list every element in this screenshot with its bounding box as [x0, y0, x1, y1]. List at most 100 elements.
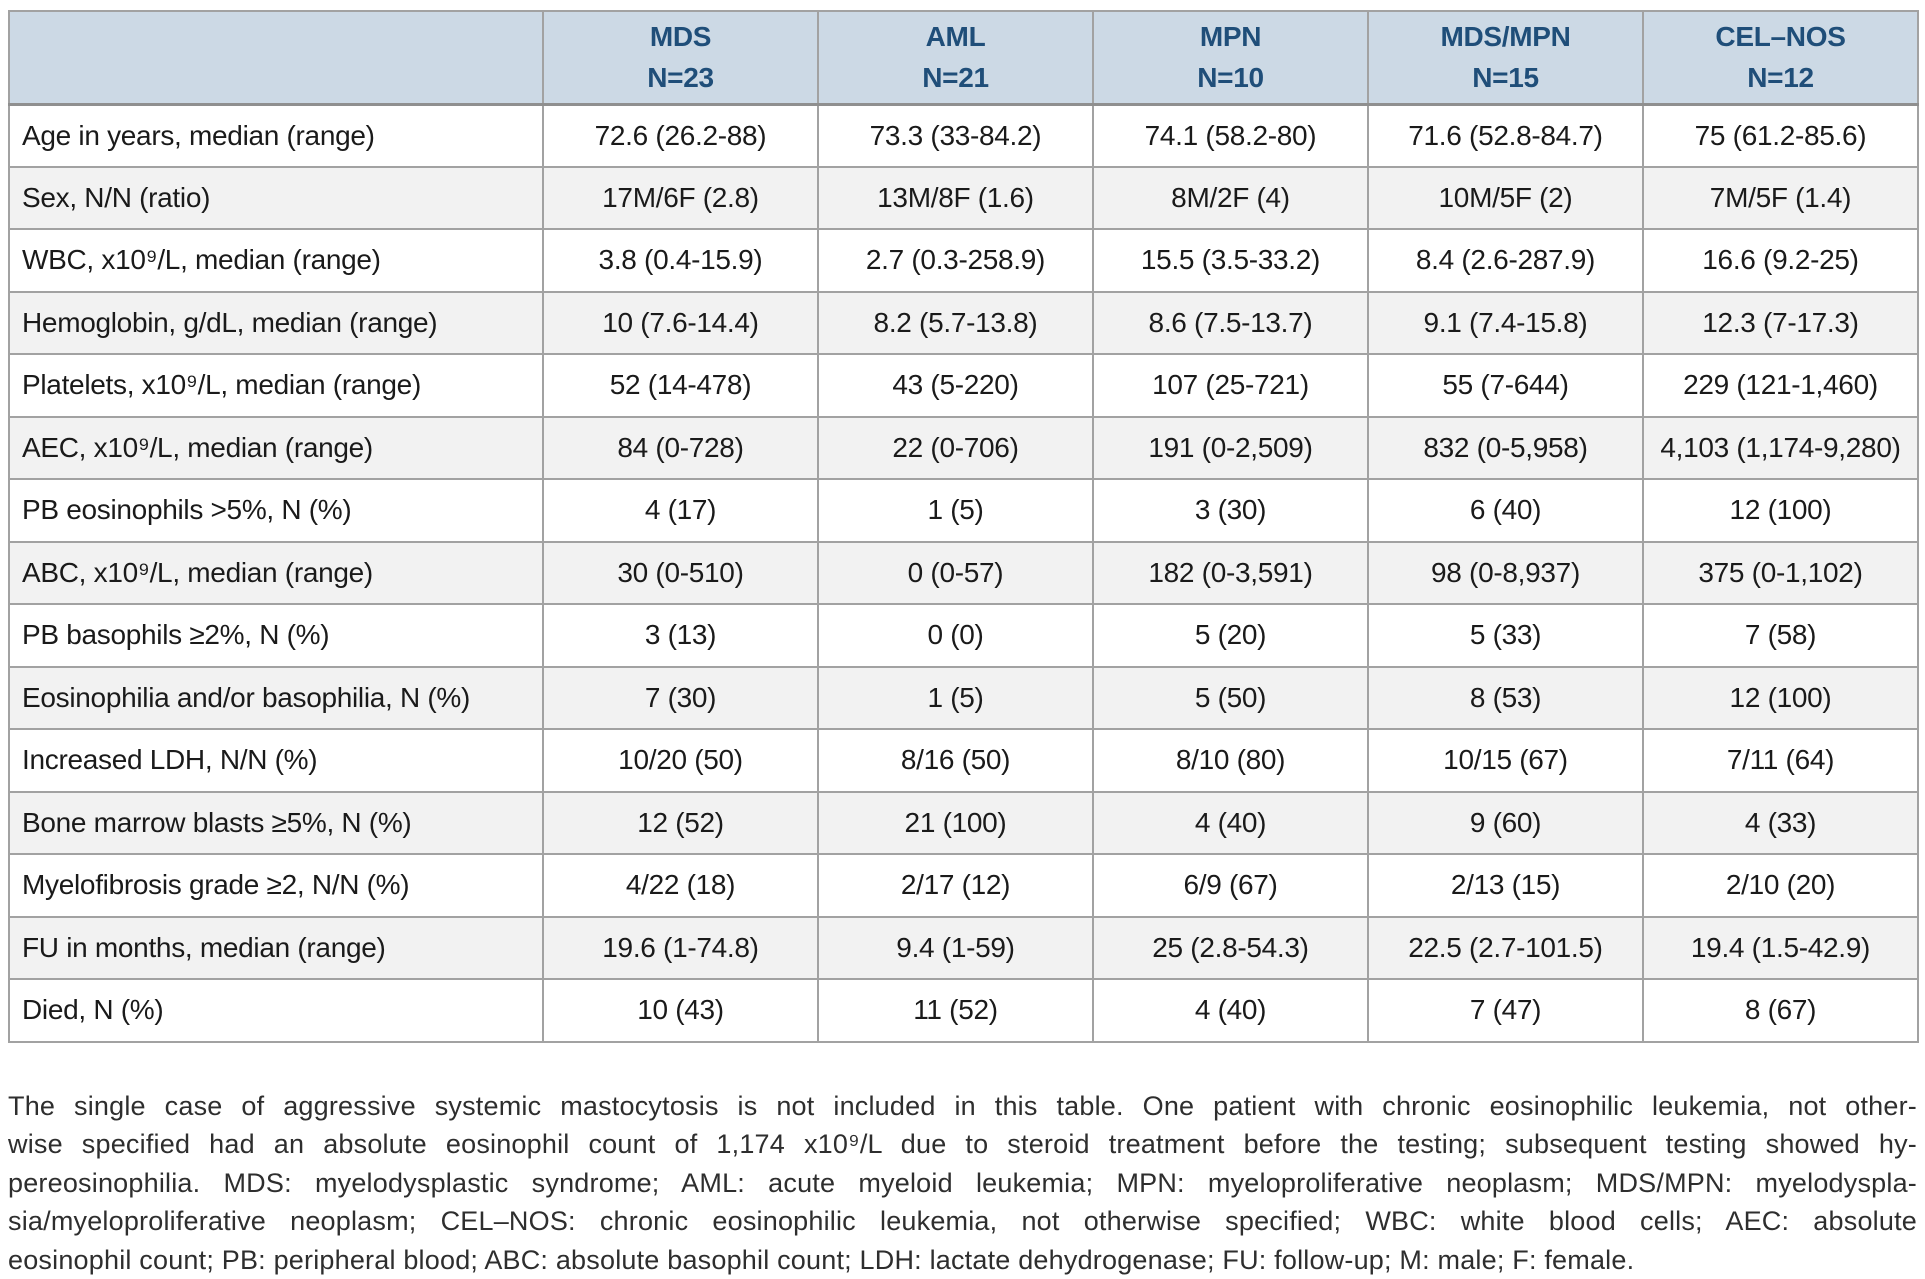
data-cell: 11 (52) [818, 979, 1093, 1042]
data-cell: 8 (53) [1368, 667, 1643, 730]
data-cell: 4 (33) [1643, 792, 1918, 855]
table-row: Bone marrow blasts ≥5%, N (%)12 (52)21 (… [9, 792, 1918, 855]
table-row: Hemoglobin, g/dL, median (range)10 (7.6-… [9, 292, 1918, 355]
row-label: Platelets, x10⁹/L, median (range) [9, 354, 543, 417]
data-cell: 73.3 (33-84.2) [818, 104, 1093, 167]
data-cell: 12 (100) [1643, 479, 1918, 542]
data-cell: 4 (40) [1093, 979, 1368, 1042]
column-name: MDS/MPN [1369, 21, 1642, 53]
column-header-mds: MDS N=23 [543, 11, 818, 104]
data-cell: 182 (0-3,591) [1093, 542, 1368, 605]
table-row: Increased LDH, N/N (%)10/20 (50)8/16 (50… [9, 729, 1918, 792]
data-cell: 16.6 (9.2-25) [1643, 229, 1918, 292]
column-sample-size: N=10 [1094, 62, 1367, 94]
data-cell: 2/13 (15) [1368, 854, 1643, 917]
row-label: WBC, x10⁹/L, median (range) [9, 229, 543, 292]
data-cell: 19.6 (1-74.8) [543, 917, 818, 980]
column-name: MDS [544, 21, 817, 53]
column-name: CEL–NOS [1644, 21, 1917, 53]
data-cell: 1 (5) [818, 667, 1093, 730]
data-cell: 1 (5) [818, 479, 1093, 542]
data-cell: 229 (121-1,460) [1643, 354, 1918, 417]
data-cell: 15.5 (3.5-33.2) [1093, 229, 1368, 292]
table-row: Myelofibrosis grade ≥2, N/N (%)4/22 (18)… [9, 854, 1918, 917]
data-cell: 9 (60) [1368, 792, 1643, 855]
row-label: Died, N (%) [9, 979, 543, 1042]
data-cell: 5 (20) [1093, 604, 1368, 667]
data-cell: 9.1 (7.4-15.8) [1368, 292, 1643, 355]
data-cell: 21 (100) [818, 792, 1093, 855]
data-cell: 10 (7.6-14.4) [543, 292, 818, 355]
data-cell: 7 (58) [1643, 604, 1918, 667]
data-cell: 8 (67) [1643, 979, 1918, 1042]
data-cell: 12 (100) [1643, 667, 1918, 730]
data-cell: 2/17 (12) [818, 854, 1093, 917]
table-row: Platelets, x10⁹/L, median (range)52 (14-… [9, 354, 1918, 417]
row-label: ABC, x10⁹/L, median (range) [9, 542, 543, 605]
data-cell: 55 (7-644) [1368, 354, 1643, 417]
data-cell: 10M/5F (2) [1368, 167, 1643, 230]
data-cell: 74.1 (58.2-80) [1093, 104, 1368, 167]
data-cell: 22 (0-706) [818, 417, 1093, 480]
row-label: AEC, x10⁹/L, median (range) [9, 417, 543, 480]
data-cell: 12 (52) [543, 792, 818, 855]
data-cell: 7M/5F (1.4) [1643, 167, 1918, 230]
data-cell: 13M/8F (1.6) [818, 167, 1093, 230]
data-cell: 4/22 (18) [543, 854, 818, 917]
row-label: Age in years, median (range) [9, 104, 543, 167]
row-label: PB eosinophils >5%, N (%) [9, 479, 543, 542]
row-label: Bone marrow blasts ≥5%, N (%) [9, 792, 543, 855]
data-cell: 25 (2.8-54.3) [1093, 917, 1368, 980]
data-cell: 5 (50) [1093, 667, 1368, 730]
data-cell: 9.4 (1-59) [818, 917, 1093, 980]
data-cell: 12.3 (7-17.3) [1643, 292, 1918, 355]
data-cell: 7 (30) [543, 667, 818, 730]
table-row: ABC, x10⁹/L, median (range)30 (0-510)0 (… [9, 542, 1918, 605]
data-cell: 10 (43) [543, 979, 818, 1042]
data-cell: 191 (0-2,509) [1093, 417, 1368, 480]
data-cell: 6/9 (67) [1093, 854, 1368, 917]
data-cell: 17M/6F (2.8) [543, 167, 818, 230]
data-cell: 8M/2F (4) [1093, 167, 1368, 230]
table-row: PB basophils ≥2%, N (%)3 (13)0 (0)5 (20)… [9, 604, 1918, 667]
footnote-line: sia/myeloproliferative neoplasm; CEL–NOS… [8, 1202, 1917, 1241]
data-cell: 8.6 (7.5-13.7) [1093, 292, 1368, 355]
data-cell: 0 (0) [818, 604, 1093, 667]
row-label: Increased LDH, N/N (%) [9, 729, 543, 792]
row-label: Myelofibrosis grade ≥2, N/N (%) [9, 854, 543, 917]
data-cell: 375 (0-1,102) [1643, 542, 1918, 605]
data-cell: 30 (0-510) [543, 542, 818, 605]
table-row: AEC, x10⁹/L, median (range)84 (0-728)22 … [9, 417, 1918, 480]
row-label: PB basophils ≥2%, N (%) [9, 604, 543, 667]
data-cell: 6 (40) [1368, 479, 1643, 542]
table-row: Died, N (%)10 (43)11 (52)4 (40)7 (47)8 (… [9, 979, 1918, 1042]
data-cell: 8.4 (2.6-287.9) [1368, 229, 1643, 292]
data-cell: 4 (40) [1093, 792, 1368, 855]
table-row: PB eosinophils >5%, N (%)4 (17)1 (5)3 (3… [9, 479, 1918, 542]
data-cell: 4,103 (1,174-9,280) [1643, 417, 1918, 480]
column-name: MPN [1094, 21, 1367, 53]
table-row: FU in months, median (range)19.6 (1-74.8… [9, 917, 1918, 980]
data-cell: 5 (33) [1368, 604, 1643, 667]
column-header-mpn: MPN N=10 [1093, 11, 1368, 104]
column-sample-size: N=23 [544, 62, 817, 94]
row-label: Sex, N/N (ratio) [9, 167, 543, 230]
footnote-line: pereosinophilia. MDS: myelodysplastic sy… [8, 1164, 1917, 1203]
data-cell: 2/10 (20) [1643, 854, 1918, 917]
data-cell: 10/15 (67) [1368, 729, 1643, 792]
data-cell: 2.7 (0.3-258.9) [818, 229, 1093, 292]
data-cell: 71.6 (52.8-84.7) [1368, 104, 1643, 167]
data-cell: 22.5 (2.7-101.5) [1368, 917, 1643, 980]
table-row: Sex, N/N (ratio)17M/6F (2.8)13M/8F (1.6)… [9, 167, 1918, 230]
data-cell: 43 (5-220) [818, 354, 1093, 417]
row-label: Hemoglobin, g/dL, median (range) [9, 292, 543, 355]
data-cell: 832 (0-5,958) [1368, 417, 1643, 480]
table-row: Eosinophilia and/or basophilia, N (%)7 (… [9, 667, 1918, 730]
data-cell: 98 (0-8,937) [1368, 542, 1643, 605]
data-cell: 4 (17) [543, 479, 818, 542]
corner-cell [9, 11, 543, 104]
